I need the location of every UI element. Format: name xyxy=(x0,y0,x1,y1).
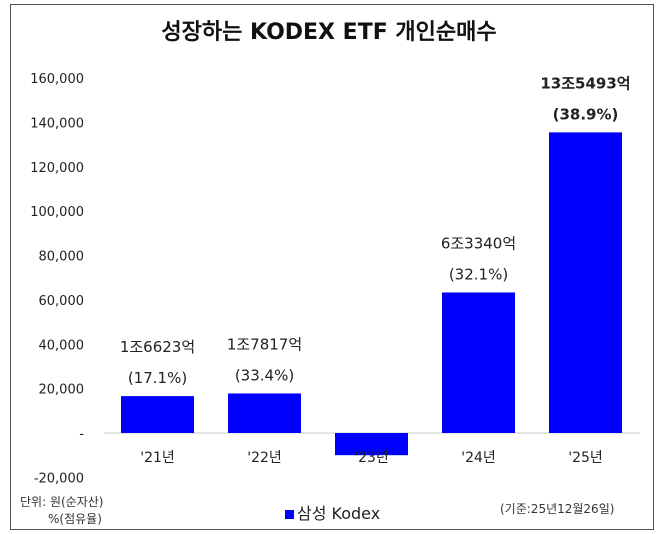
unit-label-share: %(점유율) xyxy=(48,512,102,526)
data-label-amount: 6조3340억 xyxy=(441,234,516,252)
y-tick-label: 20,000 xyxy=(39,383,85,398)
bar xyxy=(442,292,515,433)
x-tick-label: '24년 xyxy=(461,450,496,466)
y-tick-label: -20,000 xyxy=(34,471,84,486)
chart-frame xyxy=(10,4,654,530)
y-tick-label: 80,000 xyxy=(39,250,85,265)
y-tick-label: - xyxy=(79,427,84,442)
x-tick-label: '22년 xyxy=(247,450,282,466)
data-label-amount: 1조7817억 xyxy=(227,335,302,353)
y-tick-label: 40,000 xyxy=(39,338,85,353)
data-label-amount: 13조5493억 xyxy=(540,74,630,92)
data-label-share: (33.4%) xyxy=(235,366,294,384)
basis-date: (기준:25년12월26일) xyxy=(500,502,615,516)
legend-label: 삼성 Kodex xyxy=(297,504,381,523)
x-tick-label: '25년 xyxy=(568,450,603,466)
x-tick-label: '21년 xyxy=(140,450,175,466)
data-label-share: (38.9%) xyxy=(553,105,619,123)
legend-swatch xyxy=(285,510,294,519)
bar xyxy=(549,132,622,433)
chart-title: 성장하는 KODEX ETF 개인순매수 xyxy=(161,20,497,45)
bar xyxy=(228,393,301,433)
data-label-share: (32.1%) xyxy=(449,265,508,283)
data-label-share: (17.1%) xyxy=(128,369,187,387)
data-label-amount: 1조6623억 xyxy=(120,338,195,356)
y-tick-label: 120,000 xyxy=(30,161,84,176)
y-tick-label: 100,000 xyxy=(30,205,84,220)
legend: 삼성 Kodex xyxy=(285,500,380,524)
x-tick-label: '23년 xyxy=(354,450,389,466)
y-tick-label: 60,000 xyxy=(39,294,85,309)
y-tick-label: 160,000 xyxy=(30,72,84,87)
y-tick-label: 140,000 xyxy=(30,116,84,131)
bar xyxy=(335,433,408,456)
unit-label: 단위: 원(순자산) xyxy=(20,495,104,509)
bar xyxy=(121,396,194,433)
